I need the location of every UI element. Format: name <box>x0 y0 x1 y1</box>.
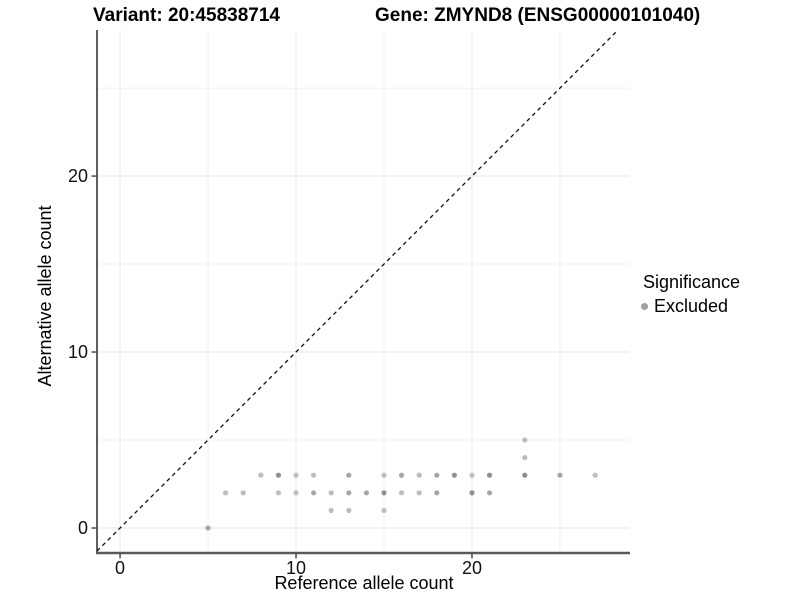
data-point <box>592 472 598 478</box>
data-point <box>398 472 405 478</box>
data-point <box>451 472 457 478</box>
data-point <box>293 490 299 496</box>
data-point <box>311 472 317 478</box>
data-point <box>275 472 282 478</box>
data-point <box>416 490 422 496</box>
y-tick-label: 20 <box>68 166 88 186</box>
data-point <box>223 490 229 496</box>
legend-title: Significance <box>643 272 741 292</box>
data-point <box>240 490 246 496</box>
data-point <box>293 472 299 478</box>
y-tick-label: 0 <box>78 518 88 538</box>
data-point <box>416 472 422 478</box>
identity-line <box>96 29 619 552</box>
data-point <box>557 472 563 478</box>
data-point <box>346 472 352 478</box>
gene-title: Gene: ZMYND8 (ENSG00000101040) <box>375 5 701 26</box>
data-point <box>469 472 475 478</box>
data-point <box>205 525 211 531</box>
data-point <box>346 490 352 496</box>
data-point <box>346 507 352 514</box>
data-point <box>275 490 282 496</box>
x-tick-label: 0 <box>115 558 125 578</box>
data-point <box>328 507 334 514</box>
y-axis-title: Alternative allele count <box>35 205 55 387</box>
data-point <box>381 472 387 478</box>
data-point <box>486 472 493 478</box>
data-point <box>311 490 317 496</box>
data-point <box>381 490 387 496</box>
y-tick-label: 10 <box>68 342 88 362</box>
data-point <box>381 507 387 514</box>
variant-title: Variant: 20:45838714 <box>93 5 280 26</box>
data-point <box>522 437 528 443</box>
legend-item-excluded: Excluded <box>641 296 740 316</box>
legend-item-label: Excluded <box>654 296 729 316</box>
x-tick-label: 20 <box>462 558 482 578</box>
data-point <box>363 490 370 496</box>
legend-dot-icon <box>641 302 648 310</box>
data-point <box>434 472 440 478</box>
data-point <box>434 490 440 496</box>
x-axis-title: Reference allele count <box>274 573 454 593</box>
data-point <box>398 490 405 496</box>
x-tick-label: 10 <box>286 558 306 578</box>
data-point <box>328 490 334 496</box>
data-point <box>522 455 528 461</box>
data-point <box>469 490 475 496</box>
legend: Significance Excluded <box>641 272 741 316</box>
data-point <box>258 472 264 478</box>
data-point <box>486 490 493 496</box>
data-point <box>522 472 528 478</box>
